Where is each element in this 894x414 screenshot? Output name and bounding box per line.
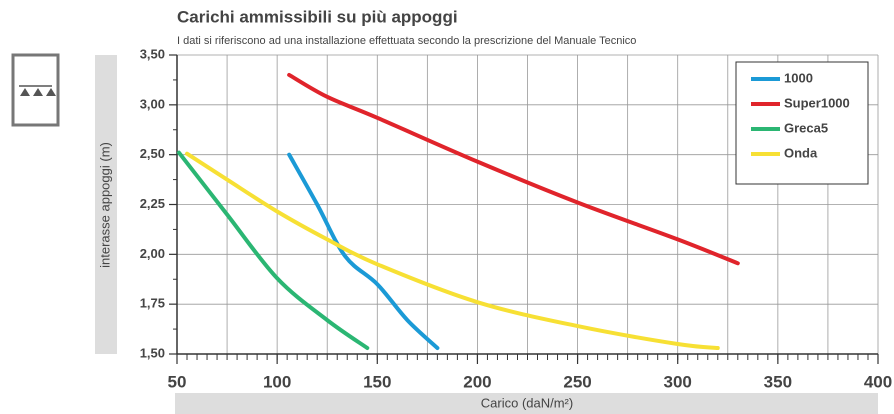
y-tick-label: 3,50 bbox=[140, 46, 165, 61]
legend-label: Onda bbox=[784, 145, 818, 160]
y-tick-label: 3,00 bbox=[140, 96, 165, 111]
x-tick-label: 150 bbox=[363, 372, 391, 391]
x-tick-label: 50 bbox=[168, 372, 187, 391]
legend-label: 1000 bbox=[784, 70, 813, 85]
x-label-band bbox=[175, 393, 878, 414]
legend-label: Super1000 bbox=[784, 95, 850, 110]
series-line bbox=[287, 152, 440, 351]
series-line bbox=[177, 150, 370, 351]
y-tick-label: 1,75 bbox=[140, 296, 165, 311]
x-tick-label: 350 bbox=[764, 372, 792, 391]
y-tick-label: 1,50 bbox=[140, 345, 165, 360]
legend-box bbox=[735, 61, 869, 185]
x-tick-label: 400 bbox=[864, 372, 892, 391]
chart-subtitle: I dati si riferiscono ad una installazio… bbox=[177, 35, 636, 47]
y-label-band bbox=[95, 55, 117, 354]
y-axis-label: interasse appoggi (m) bbox=[97, 142, 112, 268]
chart-title: Carichi ammissibili su più appoggi bbox=[177, 7, 458, 26]
icon bbox=[11, 53, 60, 127]
x-tick-label: 200 bbox=[463, 372, 491, 391]
x-tick-label: 250 bbox=[563, 372, 591, 391]
x-tick-label: 100 bbox=[263, 372, 291, 391]
y-tick-label: 2,00 bbox=[140, 246, 165, 261]
x-axis-label: Carico (daN/m²) bbox=[481, 395, 573, 410]
series-line bbox=[287, 72, 740, 266]
series-line bbox=[185, 151, 720, 351]
y-tick-label: 2,25 bbox=[140, 196, 165, 211]
legend-label: Greca5 bbox=[784, 120, 828, 135]
y-tick-label: 2,50 bbox=[140, 146, 165, 161]
x-tick-label: 300 bbox=[664, 372, 692, 391]
